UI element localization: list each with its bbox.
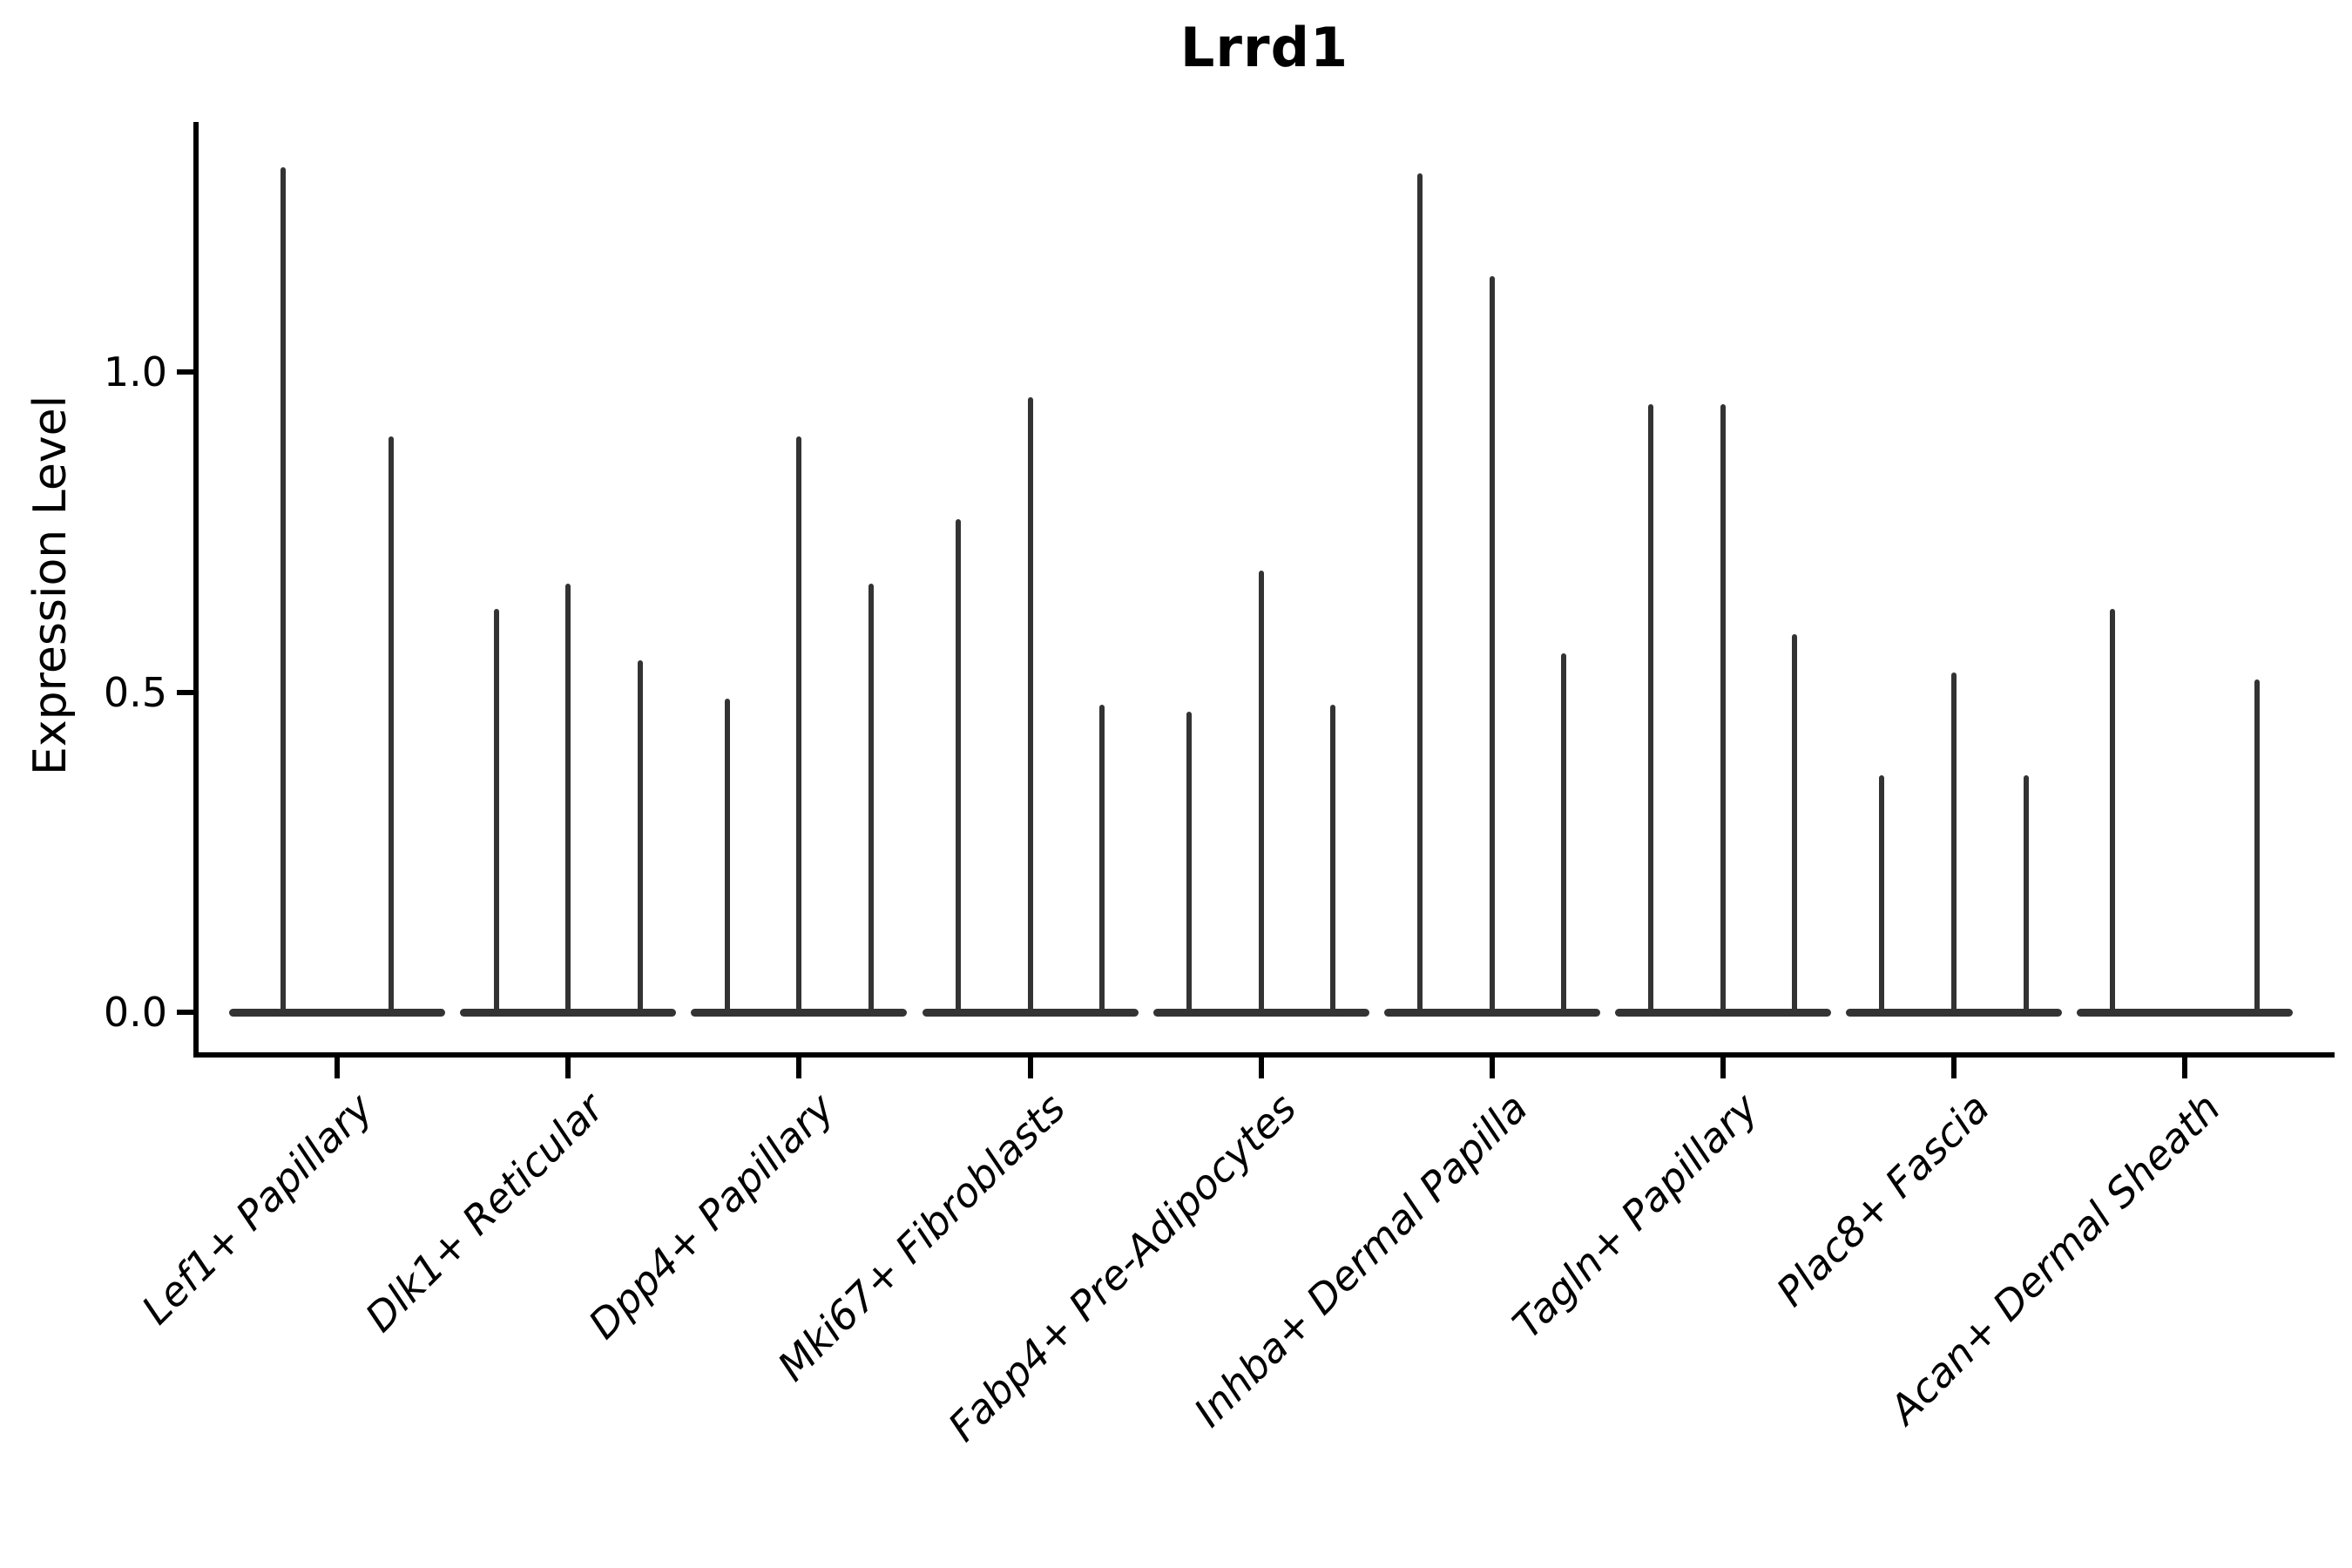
x-tick-label: Lef1+ Papillary bbox=[132, 1084, 382, 1334]
y-tick-label: 1.0 bbox=[103, 348, 167, 395]
x-tick-mark bbox=[1950, 1058, 1957, 1078]
x-tick-mark bbox=[796, 1058, 802, 1078]
x-tick-mark bbox=[1489, 1058, 1495, 1078]
violin-spike bbox=[2023, 775, 2029, 1015]
violin-spike bbox=[493, 608, 499, 1015]
violin-spike bbox=[565, 583, 571, 1015]
violin-spike bbox=[1720, 403, 1726, 1015]
y-tick-mark bbox=[177, 689, 193, 695]
violin-spike bbox=[1027, 397, 1033, 1015]
x-tick-mark bbox=[2182, 1058, 2187, 1078]
violin-spike bbox=[724, 698, 730, 1015]
violin-spike bbox=[1330, 705, 1336, 1015]
x-tick-mark bbox=[335, 1058, 341, 1078]
y-tick-label: 0.0 bbox=[103, 989, 167, 1036]
x-tick-mark bbox=[1258, 1058, 1264, 1078]
violin-spike bbox=[1879, 775, 1885, 1015]
x-axis-line bbox=[193, 1052, 2335, 1058]
violin-spike bbox=[637, 659, 643, 1015]
x-tick-label: Dlk1+ Reticular bbox=[355, 1084, 613, 1342]
violin-spike bbox=[1258, 570, 1264, 1015]
violin-spike bbox=[955, 519, 961, 1015]
y-tick-mark bbox=[177, 369, 193, 375]
x-tick-mark bbox=[565, 1058, 571, 1078]
violin-spike bbox=[1561, 653, 1567, 1015]
y-tick-label: 0.5 bbox=[103, 668, 167, 716]
x-tick-label: Plac8+ Fascia bbox=[1767, 1084, 1998, 1315]
violin-base bbox=[229, 1008, 446, 1017]
violin-spike bbox=[1417, 173, 1423, 1015]
x-tick-label: Dpp4+ Papillary bbox=[579, 1084, 844, 1348]
x-tick-mark bbox=[1027, 1058, 1033, 1078]
violin-base bbox=[2077, 1008, 2293, 1017]
violin-spike bbox=[1186, 711, 1192, 1015]
violin-spike bbox=[868, 583, 875, 1015]
y-tick-mark bbox=[177, 1010, 193, 1015]
y-axis-line bbox=[193, 122, 199, 1058]
y-axis-label: Expression Level bbox=[24, 395, 77, 776]
plot-title: Lrrd1 bbox=[1179, 16, 1349, 79]
violin-spike bbox=[1950, 672, 1957, 1015]
violin-spike bbox=[2110, 608, 2116, 1015]
violin-spike bbox=[1648, 403, 1654, 1015]
x-tick-label: Tagln+ Papillary bbox=[1504, 1084, 1767, 1348]
violin-spike bbox=[2254, 679, 2260, 1015]
violin-spike bbox=[1792, 634, 1798, 1015]
violin-spike bbox=[1099, 705, 1105, 1015]
violin-spike bbox=[1489, 275, 1495, 1015]
violin-spike bbox=[796, 436, 802, 1015]
violin-spike bbox=[280, 166, 287, 1015]
violin-spike bbox=[389, 436, 395, 1015]
x-tick-mark bbox=[1720, 1058, 1726, 1078]
